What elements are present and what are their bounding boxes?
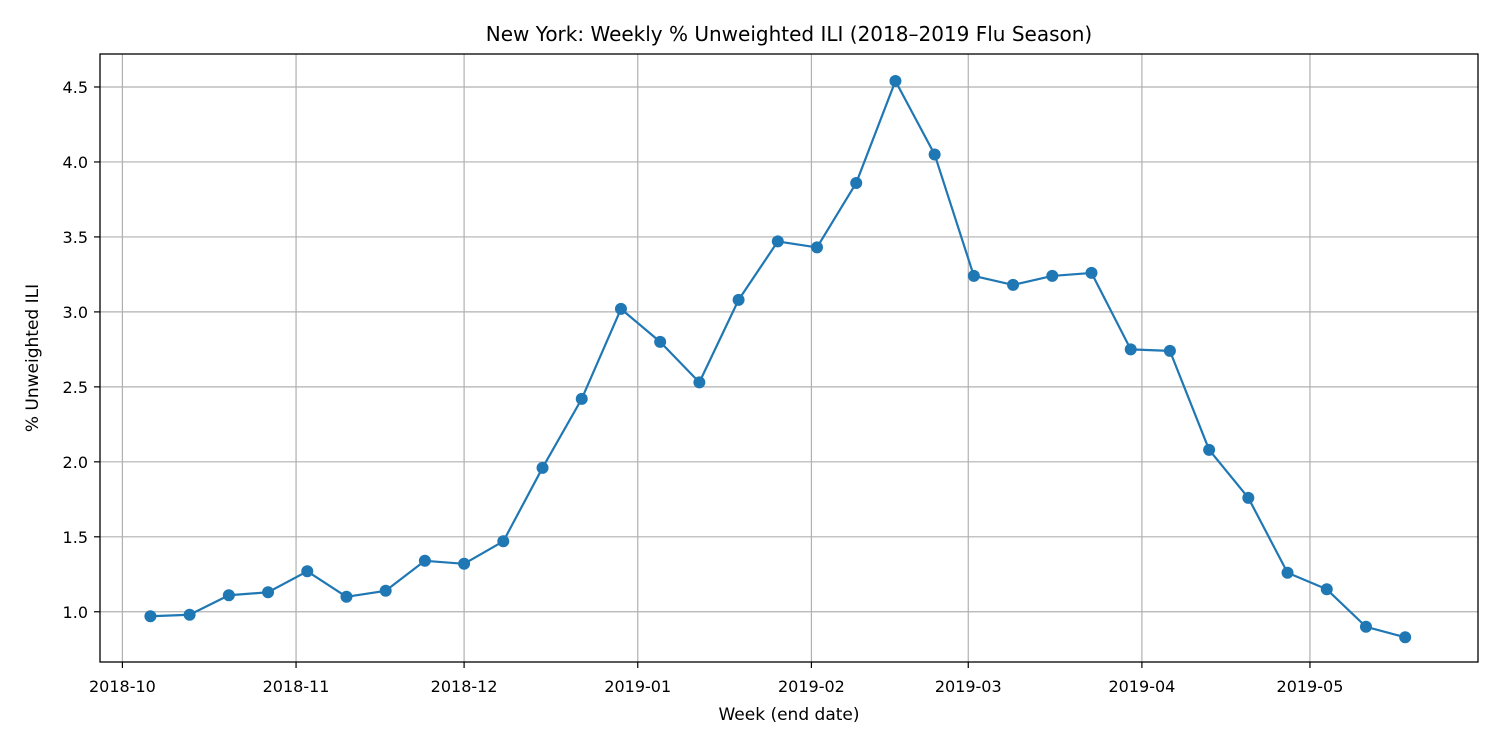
data-point [1281, 566, 1294, 579]
y-axis: 1.0 1.5 2.0 2.5 3.0 3.5 4.0 4.5 [63, 78, 100, 622]
data-point [1007, 278, 1020, 291]
data-point [536, 461, 549, 474]
y-tick-label: 4.0 [63, 153, 88, 172]
y-tick-label: 2.5 [63, 378, 88, 397]
data-point [693, 376, 706, 389]
x-tick-label: 2019-04 [1108, 677, 1175, 696]
x-tick-label: 2019-03 [935, 677, 1002, 696]
data-point [144, 610, 157, 623]
y-tick-label: 3.0 [63, 303, 88, 322]
x-tick-label: 2019-01 [604, 677, 671, 696]
data-point [1124, 343, 1137, 356]
grid [100, 54, 1478, 662]
data-point [732, 293, 745, 306]
data-point [811, 241, 824, 254]
data-point [575, 392, 588, 405]
data-point [1085, 266, 1098, 279]
data-point [183, 608, 196, 621]
data-point [1203, 443, 1216, 456]
data-point [379, 584, 392, 597]
data-point [771, 235, 784, 248]
data-point [1242, 491, 1255, 504]
y-tick-label: 1.0 [63, 603, 88, 622]
x-tick-label: 2019-05 [1277, 677, 1344, 696]
x-tick-label: 2019-02 [778, 677, 845, 696]
data-point [1359, 620, 1372, 633]
data-point [497, 535, 510, 548]
x-tick-label: 2018-10 [89, 677, 156, 696]
x-tick-label: 2018-12 [431, 677, 498, 696]
data-point [301, 565, 314, 578]
data-point [928, 148, 941, 161]
data-point [458, 557, 471, 570]
data-point [262, 586, 275, 599]
data-point [340, 590, 353, 603]
plot-frame [99, 53, 1479, 663]
data-point [1399, 631, 1412, 644]
data-point [614, 302, 627, 315]
y-tick-label: 4.5 [63, 78, 88, 97]
data-point [222, 589, 235, 602]
x-axis-label: Week (end date) [718, 705, 859, 725]
y-tick-label: 2.0 [63, 453, 88, 472]
data-point [418, 554, 431, 567]
y-tick-label: 3.5 [63, 228, 88, 247]
y-axis-label: % Unweighted ILI [23, 284, 43, 432]
x-axis: 2018-10 2018-11 2018-12 2019-01 2019-02 2019-… [89, 662, 1343, 696]
series-line [150, 79, 1406, 639]
data-point [967, 269, 980, 282]
chart-title: New York: Weekly % Unweighted ILI (2018–… [486, 22, 1092, 46]
data-point [1046, 269, 1059, 282]
data-point [1320, 583, 1333, 596]
y-tick-label: 1.5 [63, 528, 88, 547]
data-point [654, 335, 667, 348]
data-point [850, 176, 863, 189]
data-point [889, 74, 902, 87]
series-layer [144, 74, 1412, 644]
x-tick-label: 2018-11 [263, 677, 330, 696]
data-point [1163, 344, 1176, 357]
